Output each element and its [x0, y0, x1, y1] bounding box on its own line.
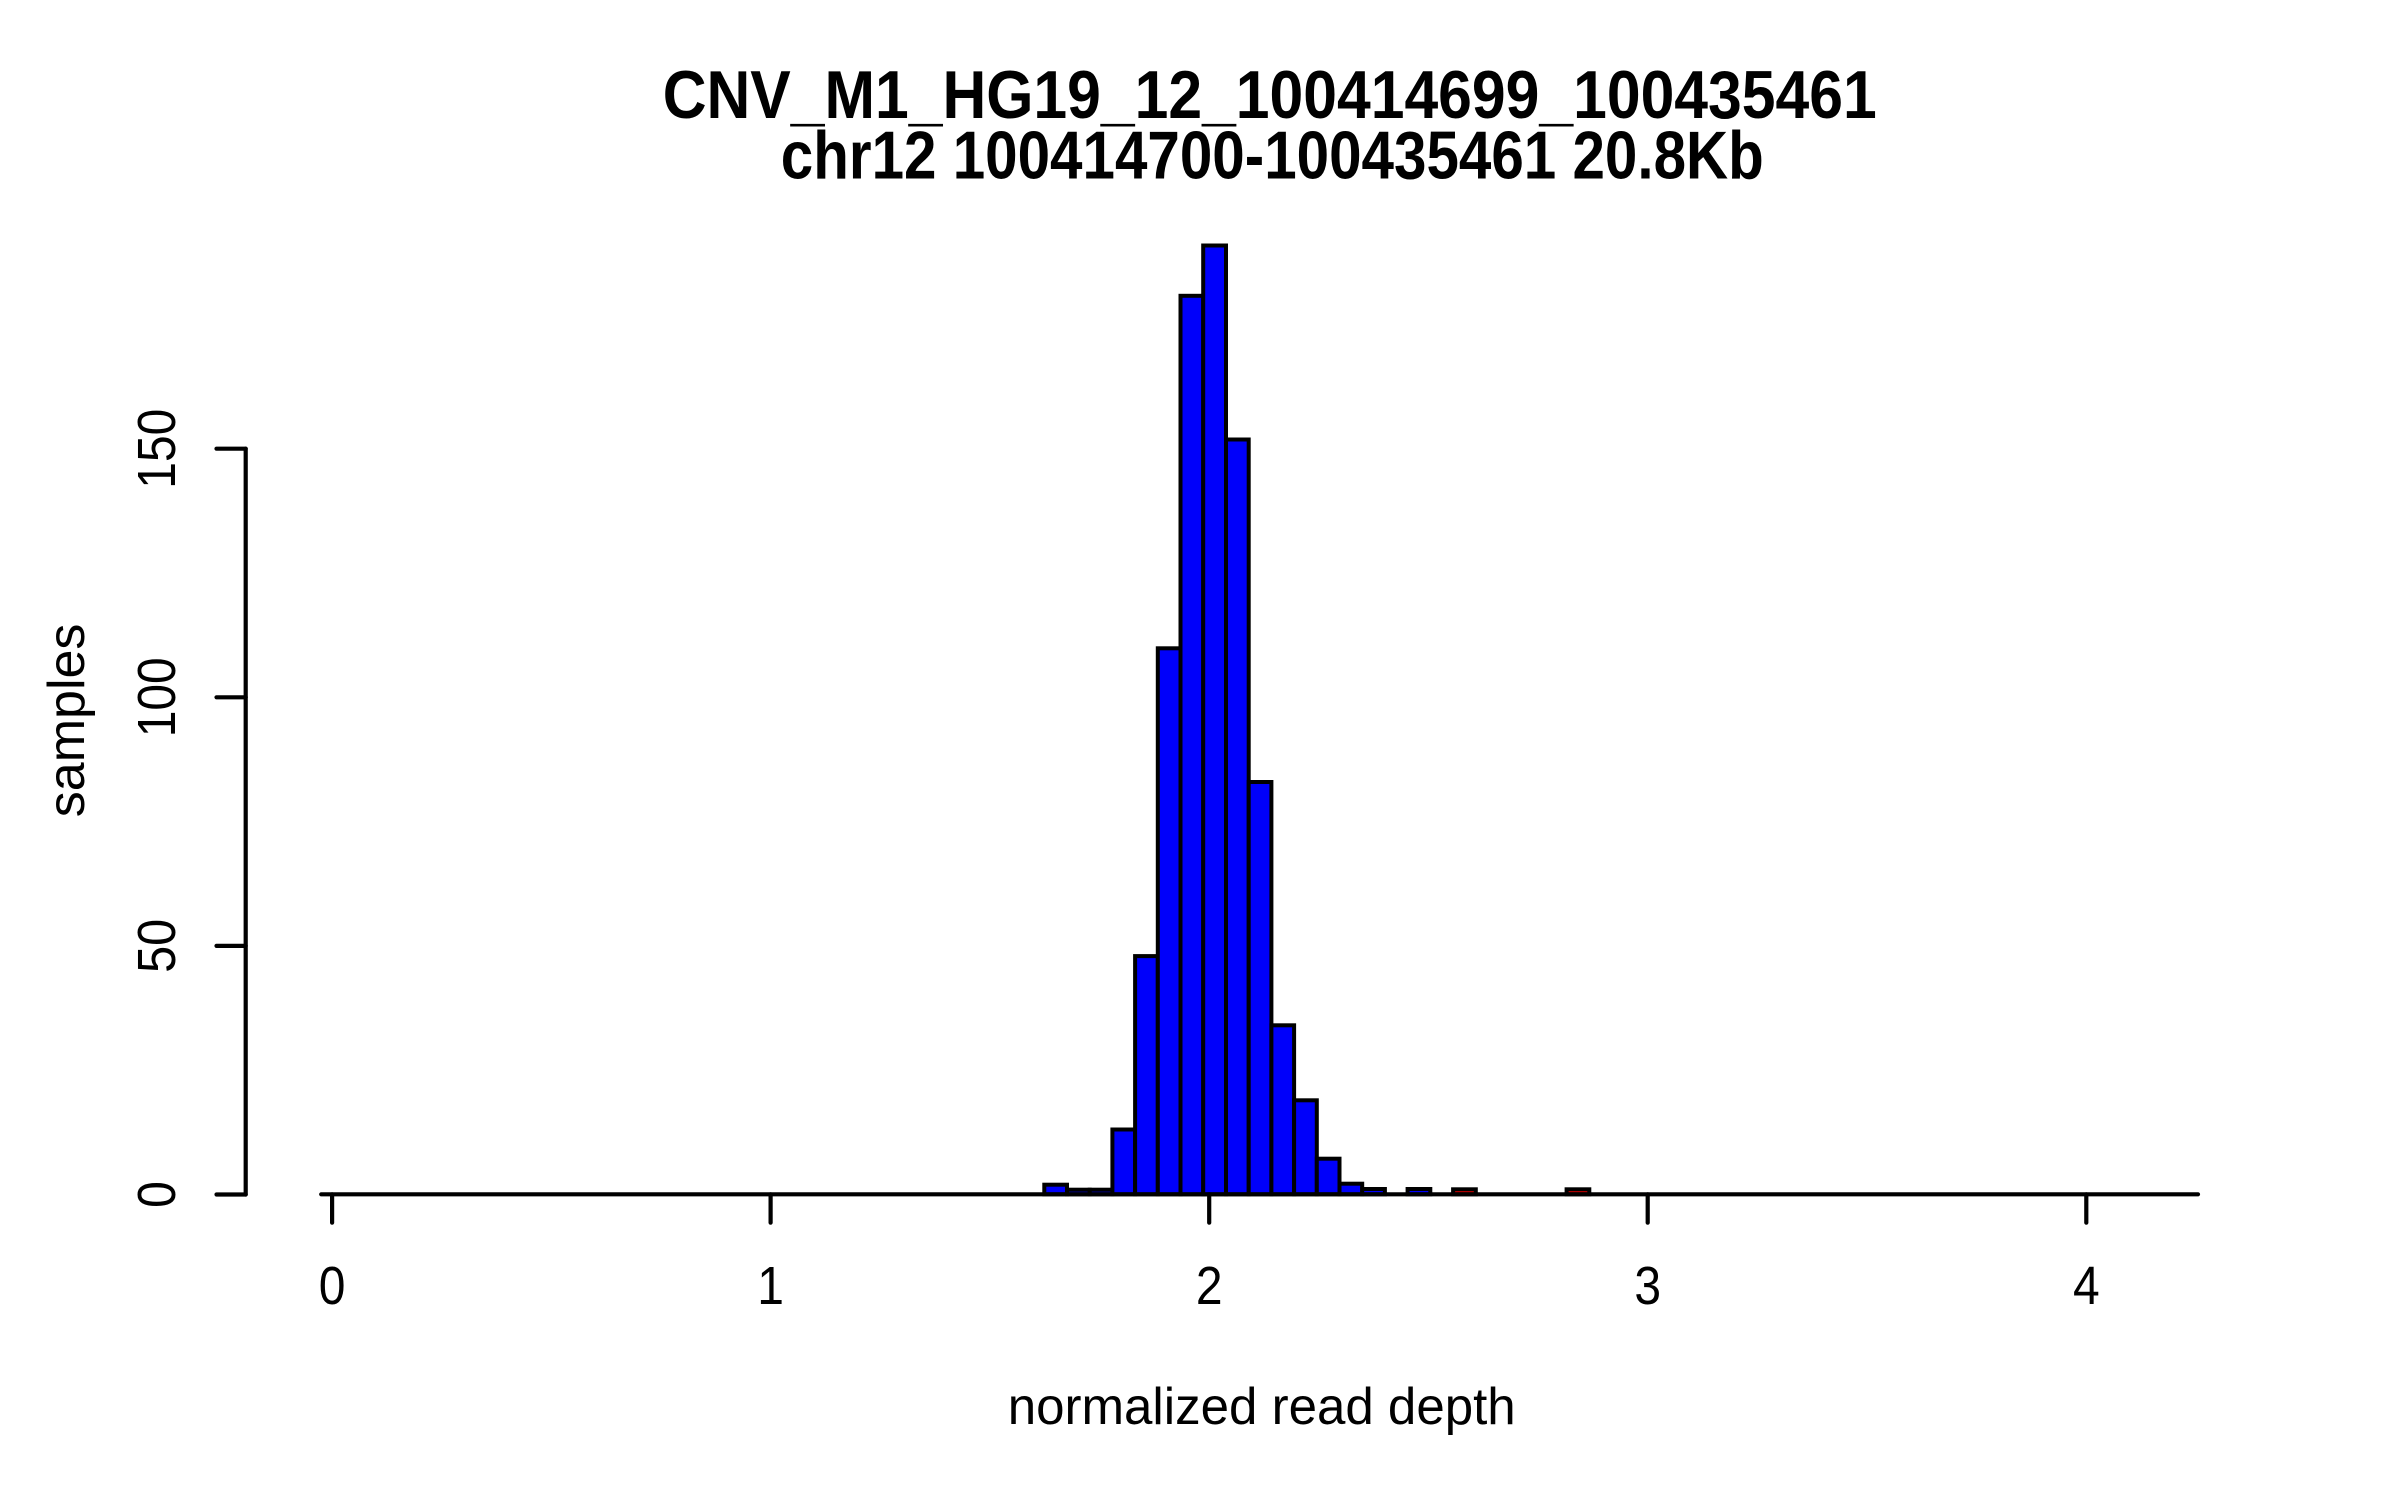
- svg-text:100: 100: [127, 657, 187, 737]
- svg-text:2: 2: [1196, 1256, 1223, 1316]
- svg-text:150: 150: [127, 409, 187, 489]
- svg-text:samples: samples: [38, 624, 96, 818]
- svg-text:chr12 100414700-100435461 20.8: chr12 100414700-100435461 20.8Kb: [781, 118, 1764, 194]
- svg-text:4: 4: [2073, 1256, 2100, 1316]
- svg-text:0: 0: [319, 1256, 346, 1316]
- svg-text:3: 3: [1634, 1256, 1661, 1316]
- svg-text:1: 1: [757, 1256, 784, 1316]
- svg-text:CNV_M1_HG19_12_100414699_10043: CNV_M1_HG19_12_100414699_100435461: [663, 57, 1877, 133]
- svg-text:0: 0: [127, 1181, 187, 1208]
- svg-text:50: 50: [127, 919, 187, 973]
- svg-text:normalized read depth: normalized read depth: [1008, 1378, 1516, 1436]
